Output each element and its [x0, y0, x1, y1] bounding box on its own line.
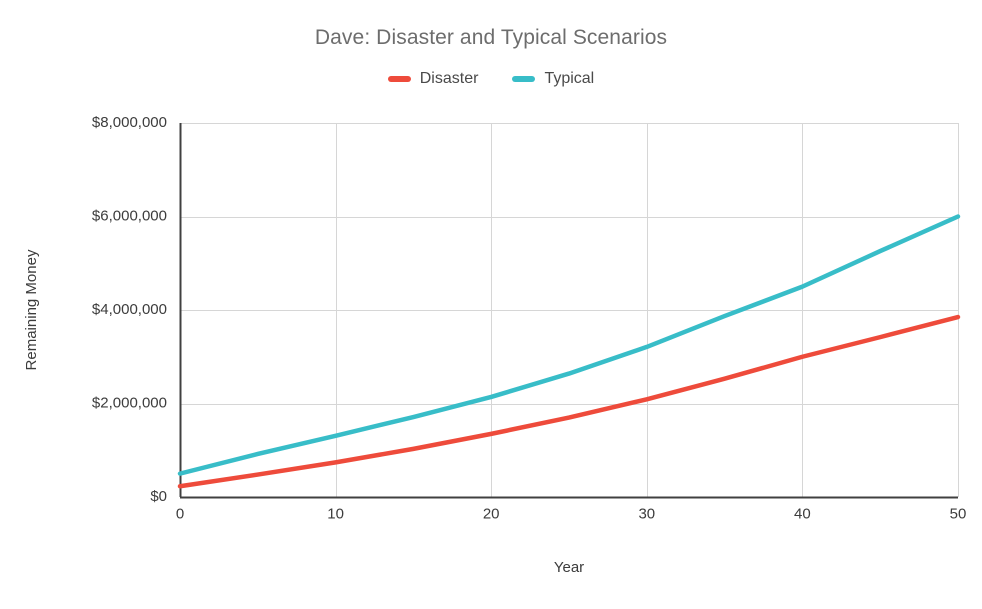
legend-item-typical[interactable]: Typical [512, 70, 594, 88]
chart-legend: Disaster Typical [0, 70, 982, 88]
y-axis-title: Remaining Money [23, 249, 40, 370]
x-tick-label: 30 [638, 505, 655, 522]
x-axis-title: Year [554, 559, 584, 576]
legend-label-disaster: Disaster [419, 70, 479, 87]
x-tick-label: 10 [327, 505, 344, 522]
legend-swatch-typical [512, 76, 536, 82]
y-tick-label: $2,000,000 [92, 394, 167, 411]
y-tick-label: $8,000,000 [92, 114, 167, 131]
x-tick-label: 0 [176, 505, 184, 522]
legend-item-disaster[interactable]: Disaster [387, 70, 479, 88]
legend-swatch-disaster [387, 76, 411, 82]
x-tick-label: 40 [794, 505, 811, 522]
legend-label-typical: Typical [544, 70, 595, 87]
y-tick-label: $4,000,000 [92, 301, 167, 318]
x-axis-tick-labels: 0 10 20 30 40 50 [176, 505, 967, 522]
y-tick-label: $0 [150, 488, 167, 505]
x-tick-label: 50 [950, 505, 967, 522]
y-axis-tick-labels: $0 $2,000,000 $4,000,000 $6,000,000 $8,000,0… [92, 114, 167, 505]
series-line-disaster [177, 314, 961, 489]
y-tick-label: $6,000,000 [92, 207, 167, 224]
series-line-typical [177, 214, 961, 476]
chart-title: Dave: Disaster and Typical Scenarios [314, 26, 668, 49]
plot-borders [179, 123, 959, 499]
gridlines [180, 123, 959, 497]
x-tick-label: 20 [483, 505, 500, 522]
series-lines [177, 214, 961, 489]
